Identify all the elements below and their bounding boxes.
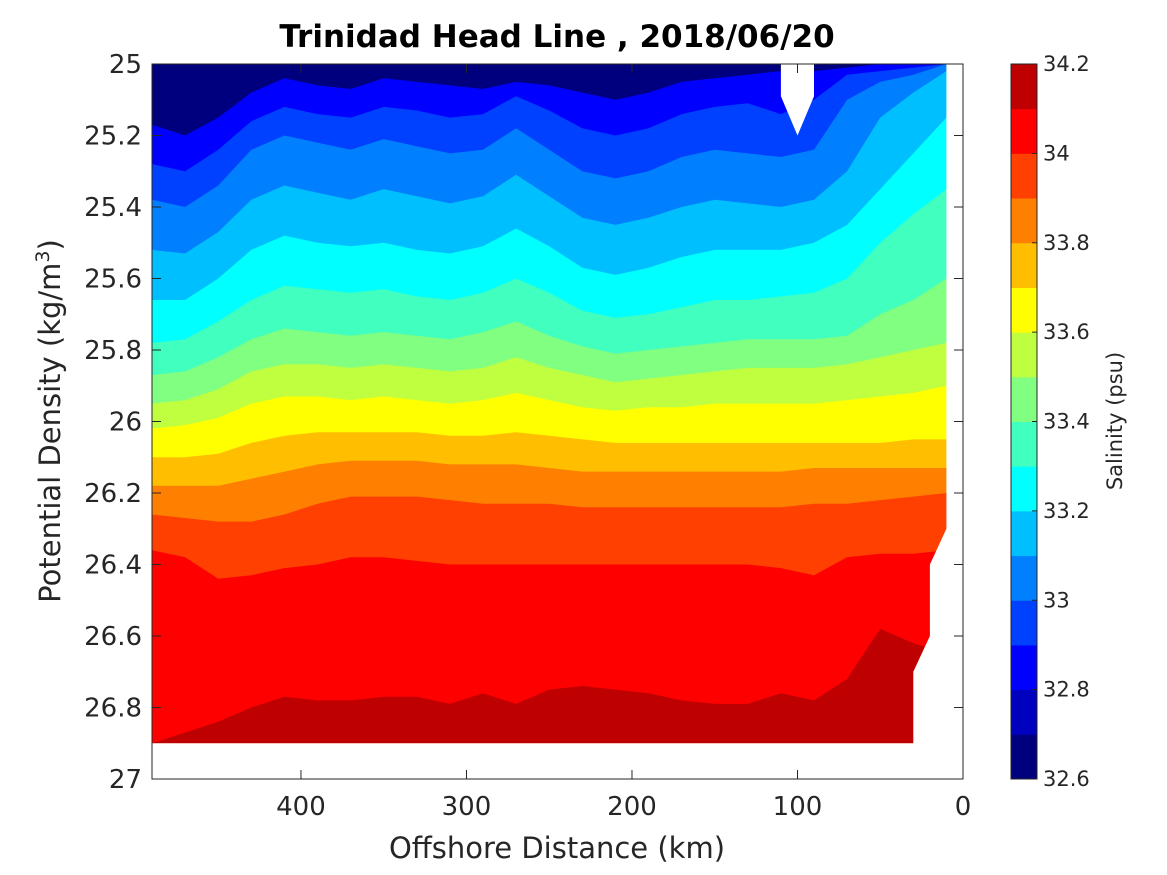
y-tick-label: 26.4 <box>84 551 142 581</box>
x-tick-label: 400 <box>276 792 326 822</box>
colorbar-swatch <box>1011 421 1037 467</box>
x-tick-label: 300 <box>442 792 492 822</box>
y-tick-label: 27 <box>109 765 142 795</box>
y-tick-label: 25.6 <box>84 265 142 295</box>
surface-gap-near-100km <box>780 64 814 136</box>
colorbar-swatch <box>1011 153 1037 199</box>
colorbar-label: Salinity (psu) <box>1103 352 1127 490</box>
colorbar-swatch <box>1011 242 1037 288</box>
colorbar-tick-label: 32.8 <box>1043 678 1090 702</box>
salinity-band-34 <box>152 550 963 744</box>
y-tick-label: 26 <box>109 408 142 438</box>
colorbar-swatch <box>1011 689 1037 735</box>
colorbar-swatch <box>1011 466 1037 512</box>
salinity-band-34.1 <box>152 628 963 744</box>
y-axis-label-main: Potential Density (kg/m <box>33 263 67 603</box>
x-tick-label: 100 <box>773 792 823 822</box>
y-tick-label: 25.4 <box>84 193 142 223</box>
colorbar-swatch <box>1011 376 1037 422</box>
colorbar-swatch <box>1011 287 1037 333</box>
colorbar-swatch <box>1011 600 1037 646</box>
y-tick-label: 25.2 <box>84 122 142 152</box>
chart-title: Trinidad Head Line , 2018/06/20 <box>279 19 834 55</box>
axis-ticks: 25 25.2 25.4 25.6 25.8 26 26.2 26.4 26.6 26.8 27 40… <box>84 50 971 822</box>
y-tick-label: 26.8 <box>84 694 142 724</box>
y-tick-label: 26.2 <box>84 479 142 509</box>
colorbar-tick-label: 33.8 <box>1043 231 1090 255</box>
y-tick-label: 25.8 <box>84 336 142 366</box>
colorbar-swatch <box>1011 644 1037 691</box>
y-tick-label: 25 <box>109 50 142 80</box>
colorbar-tick-label: 33.2 <box>1043 499 1090 523</box>
colorbar-tick-label: 33.6 <box>1043 320 1090 344</box>
colorbar-swatch <box>1011 108 1037 154</box>
colorbar-tick-label: 32.6 <box>1043 767 1090 791</box>
colorbar-swatch <box>1011 198 1037 244</box>
colorbar: 32.6 32.8 33 33.2 33.4 33.6 33.8 34 34.2 <box>1011 52 1090 791</box>
x-tick-label: 200 <box>607 792 657 822</box>
colorbar-swatch <box>1011 555 1037 601</box>
y-axis-label: Potential Density (kg/m3) <box>32 239 67 603</box>
y-tick-label: 26.6 <box>84 622 142 652</box>
x-tick-label: 0 <box>955 792 972 822</box>
colorbar-swatch <box>1011 64 1037 110</box>
y-axis-label-superscript: 3 <box>32 250 54 262</box>
colorbar-swatch <box>1011 332 1037 378</box>
colorbar-tick-label: 34 <box>1043 141 1070 165</box>
plot-area <box>152 64 963 779</box>
colorbar-tick-label: 34.2 <box>1043 52 1090 76</box>
colorbar-frame <box>1010 63 1038 780</box>
colorbar-tick-label: 33.4 <box>1043 410 1090 434</box>
colorbar-tick-label: 33 <box>1043 588 1070 612</box>
x-axis-label: Offshore Distance (km) <box>389 831 725 865</box>
colorbar-swatch <box>1011 510 1037 557</box>
y-axis-label-close: ) <box>33 239 67 250</box>
colorbar-swatch <box>1011 734 1037 780</box>
